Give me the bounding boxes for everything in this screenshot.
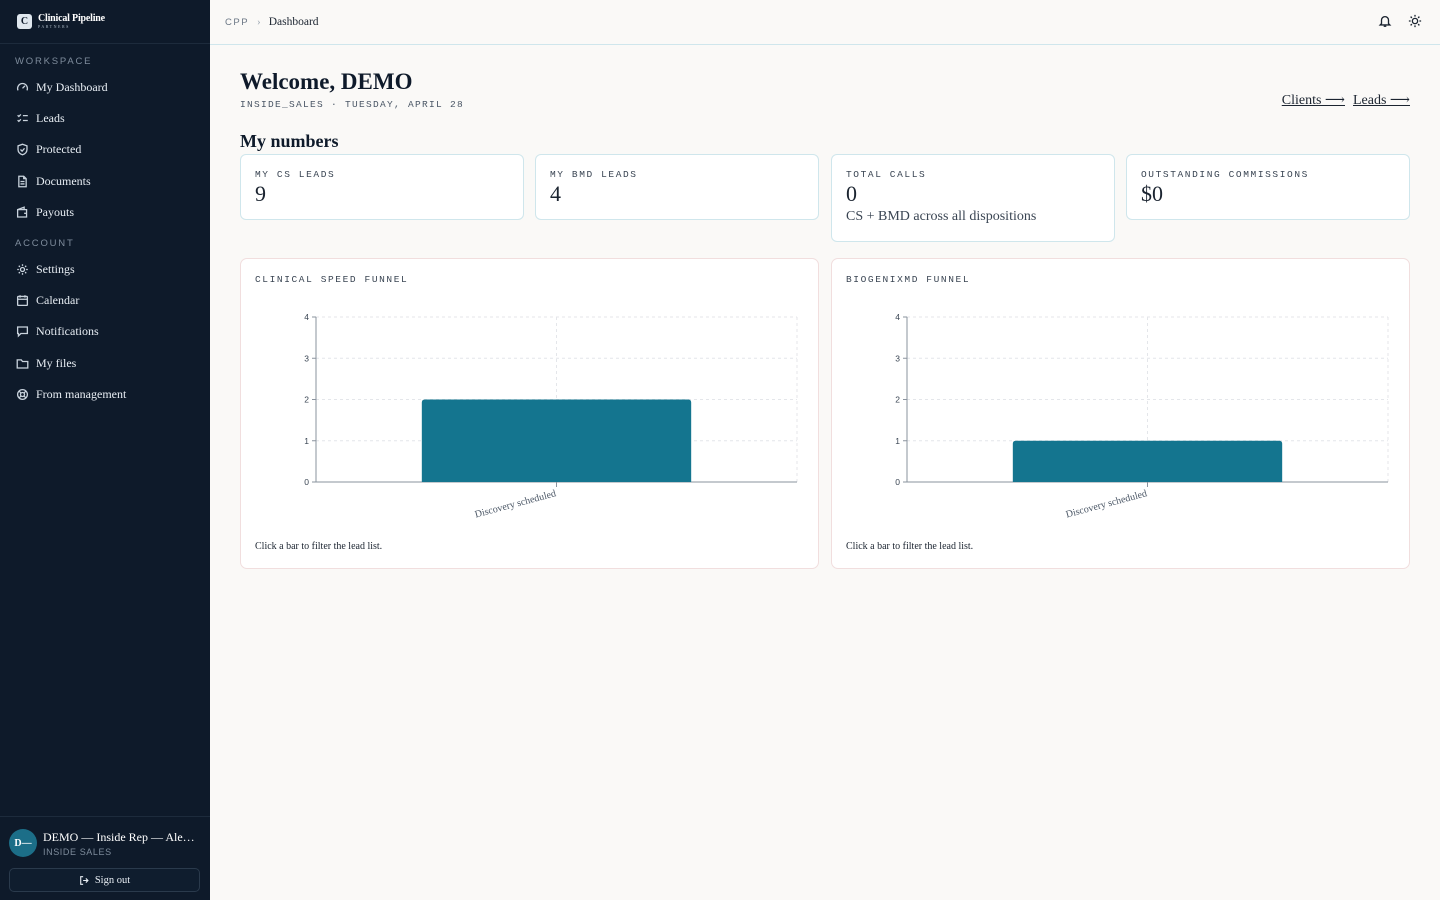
stat-note: CS + BMD across all dispositions	[846, 209, 1037, 224]
sidebar-item-payouts[interactable]: Payouts	[0, 197, 210, 228]
y-tick-label: 4	[895, 312, 900, 322]
chart-title: BIOGENIXMD FUNNEL	[846, 274, 971, 285]
sign-out-label: Sign out	[94, 874, 131, 886]
chart-card-clinical-speed: CLINICAL SPEED FUNNEL 0 1 2 3 4 Discovery sch…	[240, 258, 819, 569]
sidebar-item-settings[interactable]: Settings	[0, 254, 210, 285]
nav-section-account: ACCOUNT	[15, 237, 75, 249]
y-tick-label: 2	[895, 395, 900, 405]
bell-icon[interactable]	[1378, 14, 1392, 33]
avatar[interactable]: D—	[9, 829, 37, 857]
breadcrumb: CPP › Dashboard	[225, 16, 319, 28]
breadcrumb-separator: ›	[257, 16, 261, 28]
lifebuoy-icon	[16, 388, 29, 401]
y-tick-label: 2	[304, 395, 309, 405]
y-tick-label: 3	[895, 353, 900, 363]
stat-label: MY BMD LEADS	[550, 169, 638, 180]
breadcrumb-current: Dashboard	[268, 16, 319, 28]
shield-check-icon	[16, 143, 29, 156]
sidebar-item-label: Documents	[36, 173, 91, 188]
sidebar-item-my-files[interactable]: My files	[0, 348, 210, 379]
y-tick-label: 1	[304, 436, 309, 446]
stat-value: 0	[846, 181, 857, 206]
calendar-icon	[16, 294, 29, 307]
y-tick-label: 0	[304, 477, 309, 487]
sidebar: C Clinical Pipeline PARTNERS WORKSPACE M…	[0, 0, 210, 900]
sidebar-item-notifications[interactable]: Notifications	[0, 316, 210, 347]
chart-card-biogenixmd: BIOGENIXMD FUNNEL 0 1 2 3 4 Discovery schedul…	[831, 258, 1410, 569]
stat-card-bmd-leads[interactable]: MY BMD LEADS 4	[535, 154, 819, 220]
stat-card-outstanding-commissions[interactable]: OUTSTANDING COMMISSIONS $0	[1126, 154, 1410, 220]
sidebar-item-leads[interactable]: Leads	[0, 103, 210, 134]
sidebar-item-label: Payouts	[36, 204, 75, 219]
folder-icon	[16, 357, 29, 370]
sidebar-item-calendar[interactable]: Calendar	[0, 285, 210, 316]
checklist-icon	[16, 112, 29, 125]
gauge-icon	[16, 81, 29, 94]
stat-label: MY CS LEADS	[255, 169, 336, 180]
y-tick-label: 0	[895, 477, 900, 487]
bar	[421, 399, 692, 482]
bar	[1012, 440, 1283, 482]
y-tick-label: 4	[304, 312, 309, 322]
section-title: My numbers	[240, 131, 339, 151]
chart-hint: Click a bar to filter the lead list.	[255, 541, 383, 552]
leads-link[interactable]: Leads ⟶	[1353, 93, 1410, 108]
sidebar-item-label: Protected	[36, 142, 82, 157]
topbar: CPP › Dashboard	[210, 0, 1440, 45]
sidebar-item-protected[interactable]: Protected	[0, 134, 210, 165]
x-tick-label: Discovery scheduled	[1065, 488, 1149, 520]
sidebar-item-label: Notifications	[36, 324, 99, 339]
sign-out-icon	[80, 875, 89, 885]
stat-label: OUTSTANDING COMMISSIONS	[1141, 169, 1309, 180]
sidebar-item-label: Calendar	[36, 293, 80, 308]
document-icon	[16, 175, 29, 188]
sidebar-item-label: From management	[36, 386, 127, 401]
nav-section-workspace: WORKSPACE	[15, 56, 93, 67]
breadcrumb-root[interactable]: CPP	[225, 16, 250, 28]
y-tick-label: 3	[304, 353, 309, 363]
sidebar-item-label: Settings	[36, 262, 75, 277]
role-date-line: INSIDE_SALES · TUESDAY, APRIL 28	[240, 99, 465, 110]
sidebar-item-label: My files	[36, 355, 77, 370]
sun-icon[interactable]	[1408, 14, 1422, 33]
y-tick-label: 1	[895, 436, 900, 446]
clients-link[interactable]: Clients ⟶	[1281, 93, 1345, 108]
logo-mark-icon: C	[17, 14, 32, 29]
chart-biogenixmd-funnel: 0 1 2 3 4 Discovery scheduled	[895, 312, 1389, 521]
user-block: D— DEMO — Inside Rep — Alex… INSIDE SALE…	[0, 816, 210, 900]
brand-name: Clinical Pipeline	[38, 13, 105, 24]
brand-sub: PARTNERS	[38, 24, 70, 29]
stat-label: TOTAL CALLS	[846, 169, 927, 180]
wallet-icon	[16, 206, 29, 219]
sidebar-item-documents[interactable]: Documents	[0, 166, 210, 197]
quick-links: Clients ⟶ Leads ⟶	[1282, 92, 1410, 109]
stat-value: $0	[1141, 181, 1163, 206]
stat-card-cs-leads[interactable]: MY CS LEADS 9	[240, 154, 524, 220]
sidebar-item-my-dashboard[interactable]: My Dashboard	[0, 72, 210, 103]
chart-hint: Click a bar to filter the lead list.	[846, 541, 974, 552]
user-name: DEMO — Inside Rep — Alex…	[43, 829, 199, 844]
chat-icon	[16, 325, 29, 338]
sidebar-item-from-management[interactable]: From management	[0, 379, 210, 410]
stat-value: 4	[550, 181, 561, 206]
chart-title: CLINICAL SPEED FUNNEL	[255, 274, 409, 285]
stat-value: 9	[255, 181, 266, 206]
sidebar-item-label: Leads	[36, 111, 65, 126]
page-title: Welcome, DEMO	[240, 69, 413, 94]
brand-logo[interactable]: C Clinical Pipeline PARTNERS	[0, 0, 210, 44]
stat-card-total-calls[interactable]: TOTAL CALLS 0 CS + BMD across all dispos…	[831, 154, 1115, 242]
user-role: INSIDE SALES	[43, 846, 112, 857]
sign-out-button[interactable]: Sign out	[9, 868, 200, 892]
gear-icon	[16, 263, 29, 276]
chart-clinical-speed-funnel: 0 1 2 3 4 Discovery scheduled	[304, 312, 798, 521]
x-tick-label: Discovery scheduled	[474, 488, 558, 520]
sidebar-item-label: My Dashboard	[36, 80, 108, 95]
